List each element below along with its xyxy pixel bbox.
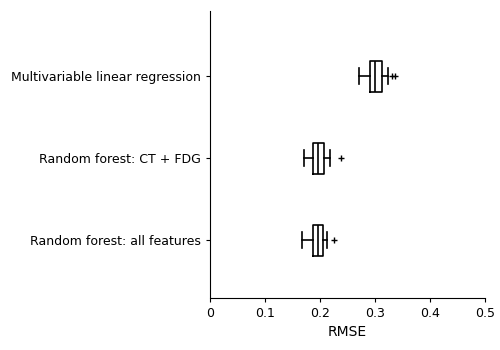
- X-axis label: RMSE: RMSE: [328, 325, 367, 339]
